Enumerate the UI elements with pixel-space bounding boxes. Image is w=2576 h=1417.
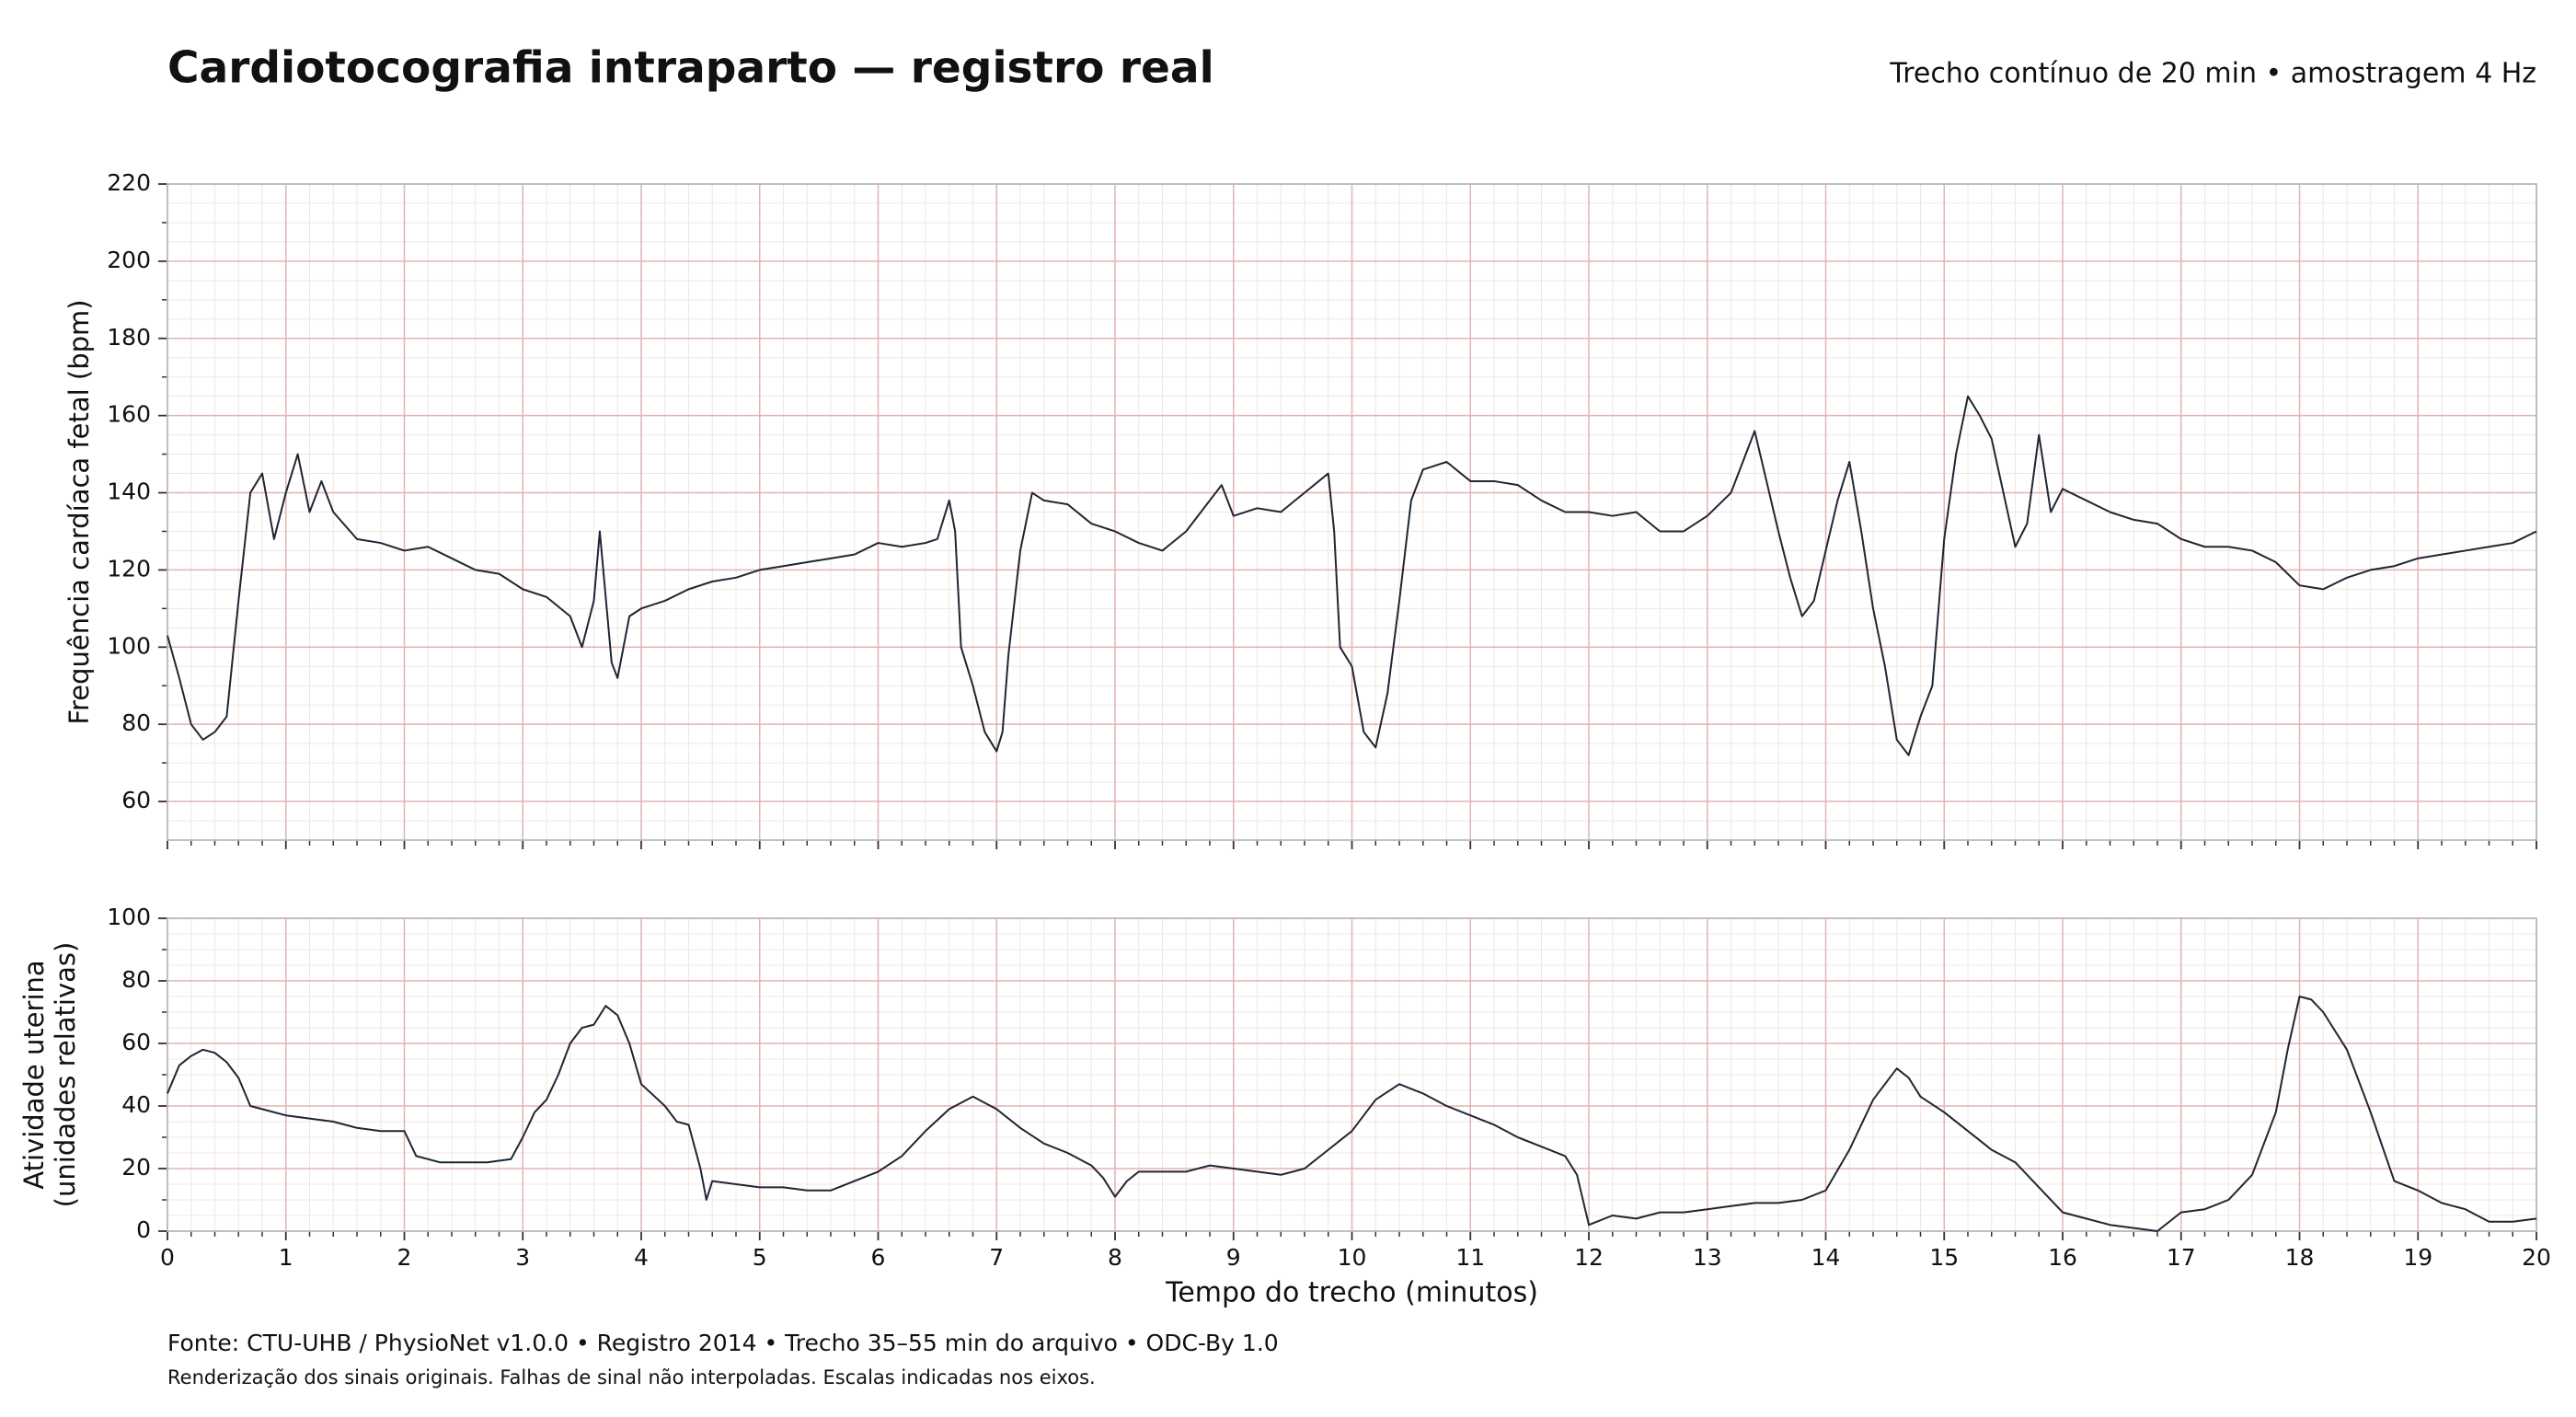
signal-line [167, 996, 2537, 1232]
x-tick-label: 4 [634, 1244, 649, 1271]
y-tick-label: 100 [107, 904, 151, 930]
y-tick-label: 40 [121, 1091, 151, 1118]
y-tick-label: 0 [136, 1216, 151, 1243]
y-axis-label: Atividade uterina [18, 960, 50, 1189]
x-tick-label: 16 [2048, 1244, 2077, 1271]
y-tick-label: 160 [107, 401, 151, 428]
y-tick-label: 200 [107, 247, 151, 273]
x-tick-label: 6 [871, 1244, 886, 1271]
y-tick-label: 80 [121, 966, 151, 993]
x-tick-label: 19 [2403, 1244, 2432, 1271]
x-tick-label: 20 [2522, 1244, 2551, 1271]
chart-title: Cardiotocografia intraparto — registro r… [167, 43, 1214, 94]
y-tick-label: 220 [107, 169, 151, 196]
y-tick-label: 60 [121, 1029, 151, 1055]
signal-line [167, 395, 2537, 756]
x-tick-label: 18 [2285, 1244, 2315, 1271]
source: Fonte: CTU-UHB / PhysioNet v1.0.0 • Regi… [167, 1330, 1279, 1356]
panel: 0 1 2 3 4 5 6 7 8 9 10 11 12 13 14 15 16 17 18 19 2002040608… [107, 904, 2551, 1271]
panel: 60 80 100 120 140 160 180 200 220 [107, 169, 2537, 849]
y-axis-label: (unidades relativas) [50, 942, 81, 1208]
x-tick-label: 8 [1108, 1244, 1122, 1271]
y-tick-label: 120 [107, 555, 151, 582]
x-tick-label: 9 [1226, 1244, 1241, 1271]
x-tick-label: 1 [279, 1244, 293, 1271]
y-tick-label: 180 [107, 324, 151, 351]
x-tick-label: 13 [1693, 1244, 1722, 1271]
y-axis-label: Frequência cardíaca fetal (bpm) [63, 299, 95, 724]
chart-subtitle: Trecho contínuo de 20 min • amostragem 4… [1889, 58, 2536, 90]
note: Renderização dos sinais originais. Falha… [167, 1366, 1096, 1388]
plot-frame [167, 183, 2537, 841]
x-tick-label: 2 [397, 1244, 412, 1271]
plot-frame [167, 917, 2537, 1232]
x-tick-label: 11 [1455, 1244, 1485, 1271]
y-tick-label: 60 [121, 787, 151, 813]
x-tick-label: 3 [515, 1244, 530, 1271]
y-tick-label: 100 [107, 632, 151, 659]
x-tick-label: 17 [2167, 1244, 2196, 1271]
y-tick-label: 80 [121, 709, 151, 736]
x-tick-label: 0 [160, 1244, 175, 1271]
x-tick-label: 5 [753, 1244, 767, 1271]
x-tick-label: 12 [1574, 1244, 1604, 1271]
y-tick-label: 20 [121, 1154, 151, 1181]
x-tick-label: 14 [1811, 1244, 1841, 1271]
y-tick-label: 140 [107, 478, 151, 505]
x-axis-label: Tempo do trecho (minutos) [1165, 1277, 1538, 1309]
x-tick-label: 10 [1338, 1244, 1367, 1271]
x-tick-label: 7 [989, 1244, 1004, 1271]
x-tick-label: 15 [1929, 1244, 1959, 1271]
